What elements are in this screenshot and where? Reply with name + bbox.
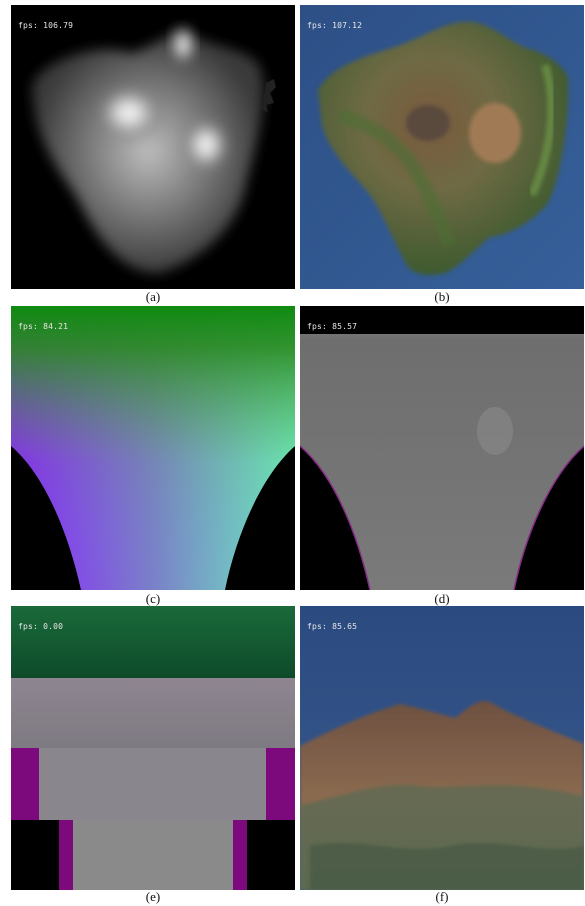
fps-counter: fps: 84.21 [18,322,69,331]
fps-counter: fps: 85.57 [307,322,358,331]
caption-d: (d) [434,591,450,606]
panel-c-coordinates: fps: 84.21 [11,306,295,590]
caption-c: (c) [145,591,161,606]
caption-b: (b) [434,289,450,304]
caption-f: (f) [435,889,449,904]
coordinate-visualization [11,306,295,590]
heightmap-image [11,5,295,289]
panel-a-heightmap: fps: 106.79 [11,5,295,289]
panel-b-satellite: fps: 107.12 [300,5,584,289]
caption-e: (e) [145,889,161,904]
caption-a: (a) [145,289,161,304]
fps-counter: fps: 85.65 [307,622,358,631]
satellite-image [300,5,584,289]
buffer-visualization [11,606,295,890]
panel-d-gray: fps: 85.57 [300,306,584,590]
panel-e-buffers: fps: 0.00 [11,606,295,890]
fps-counter: fps: 0.00 [18,622,64,631]
fps-counter: fps: 106.79 [18,21,74,30]
panel-f-terrain: fps: 85.65 [300,606,584,890]
terrain-render [300,606,584,890]
fps-counter: fps: 107.12 [307,21,363,30]
gray-rendering [300,306,584,590]
